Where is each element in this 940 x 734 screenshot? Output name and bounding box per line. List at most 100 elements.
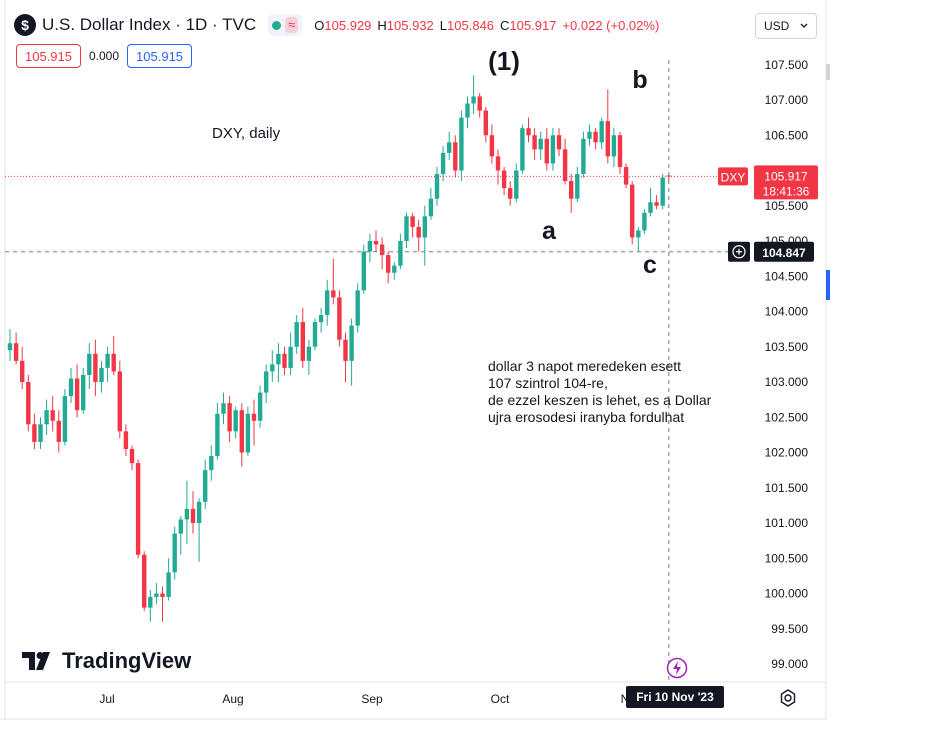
candle <box>355 283 360 333</box>
candle-body <box>318 315 324 323</box>
candle <box>373 230 379 252</box>
symbol-header: $ U.S. Dollar Index · 1D · TVC ≈ O105.92… <box>14 12 665 38</box>
candle <box>26 374 31 432</box>
close-value: 105.917 <box>509 17 557 33</box>
wave-label-1[interactable]: (1) <box>488 46 520 76</box>
candle <box>81 367 86 414</box>
comment-text-line[interactable]: 107 szintrol 104-re, <box>488 375 608 391</box>
time-tick-label: N <box>621 692 630 706</box>
candle-body <box>532 135 537 150</box>
candle-body <box>453 142 458 171</box>
market-open-dot-icon <box>272 20 282 30</box>
candle <box>318 307 324 333</box>
sell-button[interactable]: 105.915 <box>16 44 81 68</box>
candle <box>276 343 281 382</box>
chart-note[interactable]: DXY, daily <box>212 125 281 142</box>
candle-body <box>355 290 360 326</box>
market-status-pill[interactable]: ≈ <box>268 14 303 36</box>
candle-body <box>562 149 568 182</box>
candle-body <box>99 367 104 382</box>
candle <box>221 392 226 425</box>
comment-text-line[interactable]: ujra erosodesi iranyba fordulhat <box>488 409 684 425</box>
candle <box>471 75 476 115</box>
candle-body <box>184 508 190 520</box>
candle-body <box>245 413 251 453</box>
candle-body <box>209 456 214 471</box>
price-tick-label: 100.500 <box>765 551 809 565</box>
currency-select[interactable]: USD <box>755 13 817 39</box>
candle <box>154 582 159 605</box>
candle-body <box>251 413 257 421</box>
trade-boxes: 105.915 0.000 105.915 <box>16 44 193 68</box>
chevron-down-icon <box>800 23 808 28</box>
candle <box>325 279 330 326</box>
candle <box>20 346 25 390</box>
candle <box>630 181 635 245</box>
candle <box>501 166 507 196</box>
candle-body <box>361 251 366 291</box>
candle-body <box>410 216 415 227</box>
candle-body <box>135 463 141 555</box>
candle-body <box>148 597 153 608</box>
wave-icon: ≈ <box>285 17 299 33</box>
scroll-handle-active[interactable] <box>826 270 830 300</box>
candle <box>56 410 61 453</box>
candle-body <box>87 353 92 375</box>
candle-body <box>538 138 543 150</box>
candle <box>7 329 13 361</box>
candle-body <box>593 131 598 143</box>
candle <box>440 145 446 182</box>
crosshair-price-label-bg <box>754 241 814 262</box>
candle <box>331 258 336 305</box>
wave-label-c[interactable]: c <box>643 251 657 279</box>
candle-body <box>349 325 354 361</box>
candle-body <box>617 135 623 167</box>
candle-body <box>520 128 525 171</box>
candle-body <box>337 297 342 340</box>
symbol-title[interactable]: U.S. Dollar Index · 1D · TVC <box>42 15 257 34</box>
candle-body <box>434 174 440 199</box>
candle-body <box>367 241 373 252</box>
comment-text-line[interactable]: dollar 3 napot meredeken esett <box>488 358 681 374</box>
candle <box>623 163 629 189</box>
wave-label-a[interactable]: a <box>542 217 557 245</box>
price-tick-label: 103.000 <box>765 375 809 389</box>
candle <box>38 417 43 449</box>
plus-icon <box>736 248 742 255</box>
candle-body <box>172 533 177 573</box>
candle-body <box>587 131 592 139</box>
buy-button[interactable]: 105.915 <box>127 44 193 68</box>
last-price-label-bg <box>754 165 818 200</box>
candle <box>636 226 641 252</box>
candle <box>50 396 55 432</box>
candle-body <box>544 138 549 164</box>
candle <box>428 188 434 220</box>
candle <box>587 124 592 146</box>
price-tick-label: 102.500 <box>765 410 809 424</box>
candle <box>459 110 464 182</box>
candle-body <box>111 353 116 372</box>
candle-body <box>654 202 659 206</box>
comment-text-line[interactable]: de ezzel keszen is lehet, es a Dollar <box>488 392 712 408</box>
candle-body <box>160 593 165 598</box>
candle <box>203 459 208 509</box>
candle <box>129 445 135 471</box>
wave-label-b[interactable]: b <box>632 66 647 94</box>
candle <box>257 385 263 428</box>
candle <box>123 424 129 457</box>
scroll-handle[interactable] <box>826 64 830 80</box>
candle-body <box>74 378 80 411</box>
candle <box>87 343 92 390</box>
lightning-icon[interactable] <box>666 657 688 679</box>
candle <box>300 307 305 368</box>
settings-gear-icon[interactable] <box>778 688 798 708</box>
price-tick-label: 104.500 <box>765 269 809 283</box>
candle <box>142 551 147 612</box>
candle-body <box>123 431 129 449</box>
candle-body <box>282 353 287 368</box>
candle <box>68 367 74 404</box>
candle <box>489 124 495 164</box>
change-value: +0.022 (+0.02%) <box>562 17 660 33</box>
candle <box>434 166 440 206</box>
